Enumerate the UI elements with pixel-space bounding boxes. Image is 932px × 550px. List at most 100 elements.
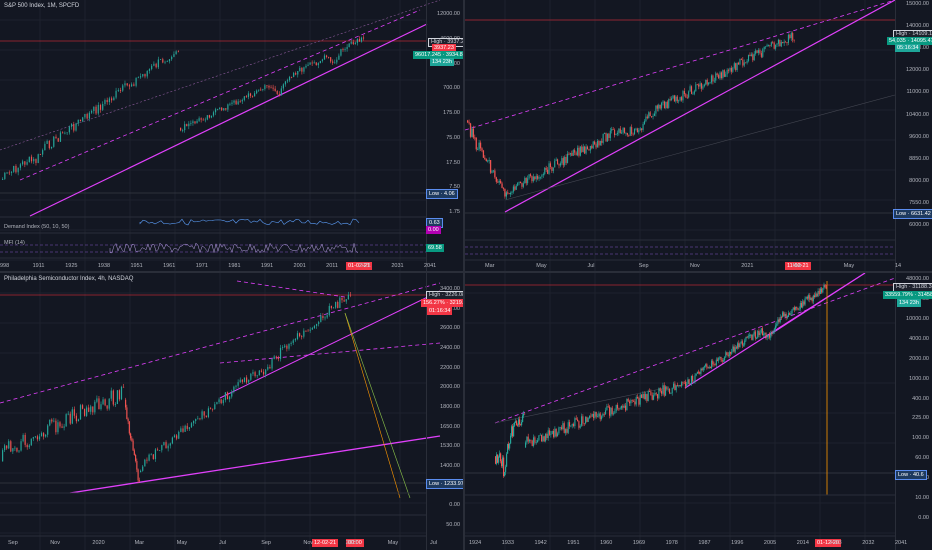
price-tick-label: 0.00 (918, 515, 929, 521)
candle (235, 385, 237, 387)
price-tick-label: 1800.00 (440, 404, 460, 410)
time-tick-label: May (387, 540, 399, 546)
candle (733, 63, 735, 68)
candle (516, 421, 518, 425)
candle (740, 58, 742, 60)
candle (4, 445, 6, 451)
candle (561, 427, 563, 430)
candle (94, 401, 96, 413)
candle (245, 96, 247, 98)
candle (61, 426, 63, 428)
candle (565, 156, 567, 163)
candle (774, 325, 777, 329)
time-marker: 01-02-21 (346, 262, 373, 270)
candle (24, 434, 26, 445)
candle (519, 419, 521, 425)
candle (156, 449, 159, 451)
candle (609, 130, 611, 139)
candle (343, 300, 345, 302)
candle (115, 90, 117, 98)
candle (731, 351, 733, 354)
candle (769, 335, 771, 338)
candle (278, 93, 280, 95)
dashed-channel (0, 282, 441, 404)
chart-panel-nasdaq[interactable]: 15000.0014000.0013000.0012000.0011000.00… (465, 0, 932, 271)
candle (219, 107, 221, 110)
candle (667, 388, 669, 390)
candle (779, 39, 781, 47)
chart-panel-sp500[interactable]: S&P 500 Index, 1M, SPCFD 12000.004600.00… (0, 0, 463, 271)
price-tick-label: 60.00 (915, 455, 929, 462)
candle (673, 383, 675, 388)
candle (728, 352, 730, 357)
candle (587, 417, 589, 422)
candle (529, 174, 532, 176)
candle (558, 427, 560, 434)
candle (291, 76, 293, 78)
mfi-label[interactable]: MFI (14) (4, 240, 25, 246)
candle (789, 313, 791, 315)
candle (687, 379, 689, 384)
candle (599, 413, 601, 420)
price-plot-dow[interactable] (465, 273, 932, 550)
candle (494, 170, 496, 178)
candle (162, 59, 164, 63)
candle (759, 50, 761, 54)
candle (746, 337, 748, 339)
candle (800, 303, 803, 308)
candle (630, 400, 632, 404)
candle (521, 183, 523, 187)
price-axis[interactable]: 48000.0025000.0010000.004000.002000.0010… (895, 273, 932, 550)
candle (656, 105, 658, 109)
time-tick-label: 1925 (65, 263, 78, 269)
candle (50, 146, 53, 149)
price-plot-nasdaq[interactable] (465, 0, 932, 271)
candle (340, 49, 342, 56)
candle (548, 163, 550, 174)
candle (81, 405, 84, 409)
time-marker: 01-12-20 (815, 539, 842, 547)
candle (689, 86, 691, 92)
candle (231, 391, 233, 397)
chart-title: Philadelphia Semiconductor Index, 4h, NA… (4, 276, 134, 282)
candle (108, 98, 110, 103)
candle (313, 62, 315, 64)
candle (568, 153, 570, 155)
candle (584, 146, 586, 154)
candle (524, 177, 526, 184)
candle (651, 116, 653, 118)
candle (6, 445, 8, 449)
candle (8, 172, 10, 174)
price-tick-label: 2200.00 (440, 364, 460, 371)
candle (750, 54, 752, 57)
candle (137, 469, 139, 481)
time-tick-label: 1978 (665, 540, 678, 546)
time-marker: 12-02-21 (312, 539, 339, 547)
candle (75, 123, 77, 131)
candle (638, 398, 640, 405)
chart-panel-dow[interactable]: 48000.0025000.0010000.004000.002000.0010… (465, 273, 932, 550)
candle (131, 438, 133, 441)
candle (575, 418, 577, 420)
candle (819, 288, 821, 295)
candle (164, 61, 166, 63)
candle (328, 56, 330, 58)
candle (760, 328, 762, 333)
chart-panel-sox[interactable]: Philadelphia Semiconductor Index, 4h, NA… (0, 273, 463, 550)
candle (633, 400, 635, 402)
candle (176, 435, 178, 439)
vertical-splitter[interactable] (463, 0, 465, 550)
horizontal-splitter[interactable] (0, 271, 932, 273)
demand-index-label[interactable]: Demand Index (50, 10, 50) (4, 224, 70, 230)
candle (30, 156, 33, 162)
candle (683, 91, 685, 95)
candle (594, 411, 596, 418)
price-plot-sp500[interactable] (0, 0, 463, 271)
candle (726, 352, 728, 355)
candle (30, 438, 32, 446)
projection-line (344, 312, 401, 499)
candle (307, 64, 309, 66)
candle (225, 108, 227, 110)
price-plot-sox[interactable] (0, 273, 463, 550)
candle (737, 343, 739, 349)
